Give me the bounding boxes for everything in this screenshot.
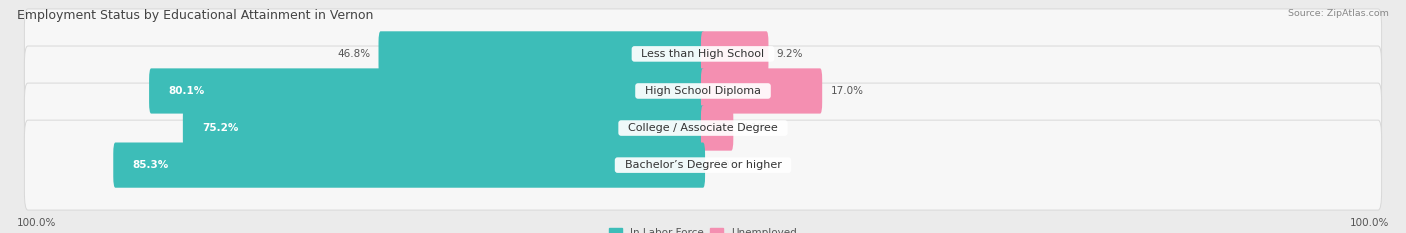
FancyBboxPatch shape (702, 106, 734, 151)
Text: 80.1%: 80.1% (169, 86, 205, 96)
FancyBboxPatch shape (24, 46, 1382, 136)
Text: 4.1%: 4.1% (741, 123, 768, 133)
FancyBboxPatch shape (24, 83, 1382, 173)
Text: 85.3%: 85.3% (132, 160, 169, 170)
FancyBboxPatch shape (24, 120, 1382, 210)
FancyBboxPatch shape (702, 31, 769, 76)
FancyBboxPatch shape (24, 9, 1382, 99)
Legend: In Labor Force, Unemployed: In Labor Force, Unemployed (609, 228, 797, 233)
FancyBboxPatch shape (378, 31, 704, 76)
FancyBboxPatch shape (114, 143, 704, 188)
Text: 9.2%: 9.2% (776, 49, 803, 59)
Text: 0.0%: 0.0% (713, 160, 740, 170)
Text: Bachelor’s Degree or higher: Bachelor’s Degree or higher (617, 160, 789, 170)
Text: Employment Status by Educational Attainment in Vernon: Employment Status by Educational Attainm… (17, 9, 373, 22)
Text: Less than High School: Less than High School (634, 49, 772, 59)
Text: 17.0%: 17.0% (831, 86, 863, 96)
Text: 100.0%: 100.0% (17, 218, 56, 228)
Text: 100.0%: 100.0% (1350, 218, 1389, 228)
FancyBboxPatch shape (149, 68, 704, 114)
Text: High School Diploma: High School Diploma (638, 86, 768, 96)
Text: Source: ZipAtlas.com: Source: ZipAtlas.com (1288, 9, 1389, 18)
FancyBboxPatch shape (702, 68, 823, 114)
Text: 75.2%: 75.2% (202, 123, 239, 133)
Text: College / Associate Degree: College / Associate Degree (621, 123, 785, 133)
Text: 46.8%: 46.8% (337, 49, 370, 59)
FancyBboxPatch shape (183, 106, 704, 151)
